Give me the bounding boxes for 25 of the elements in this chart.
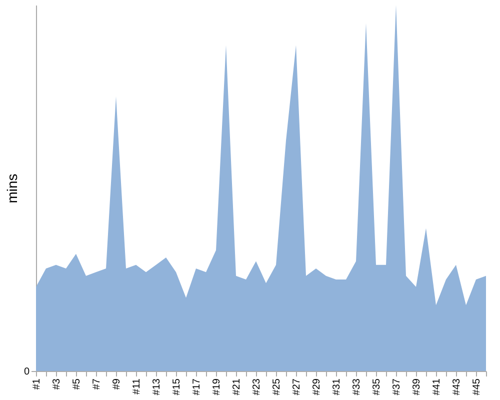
- x-tick-label: #45: [472, 378, 482, 396]
- x-tick-label: #5: [72, 378, 82, 390]
- x-tick-label: #11: [132, 378, 142, 394]
- x-tick-label: #37: [392, 378, 402, 396]
- x-tick-label: #31: [332, 378, 342, 396]
- x-tick-label: #29: [312, 378, 322, 396]
- x-tick-label: #21: [232, 378, 242, 396]
- x-tick-label: #35: [372, 378, 382, 396]
- x-tick-label: #41: [432, 378, 442, 396]
- x-tick-label: #25: [272, 378, 282, 396]
- x-tick-label: #33: [352, 378, 362, 396]
- x-tick-label: #15: [172, 378, 182, 396]
- text: 0: [24, 366, 30, 378]
- x-tick-label: #43: [452, 378, 462, 396]
- x-tick-label: #7: [92, 378, 102, 390]
- x-tick-label: #39: [412, 378, 422, 396]
- y-axis-title: mins: [4, 174, 20, 204]
- x-tick-label: #9: [112, 378, 122, 390]
- x-tick-label: #23: [252, 378, 262, 396]
- x-tick-label: #1: [32, 378, 42, 390]
- x-tick-label: #3: [52, 378, 62, 390]
- x-tick-label: #17: [192, 378, 202, 396]
- x-tick-label: #13: [152, 378, 162, 396]
- x-tick-label: #27: [292, 378, 302, 396]
- x-tick-label: #19: [212, 378, 222, 396]
